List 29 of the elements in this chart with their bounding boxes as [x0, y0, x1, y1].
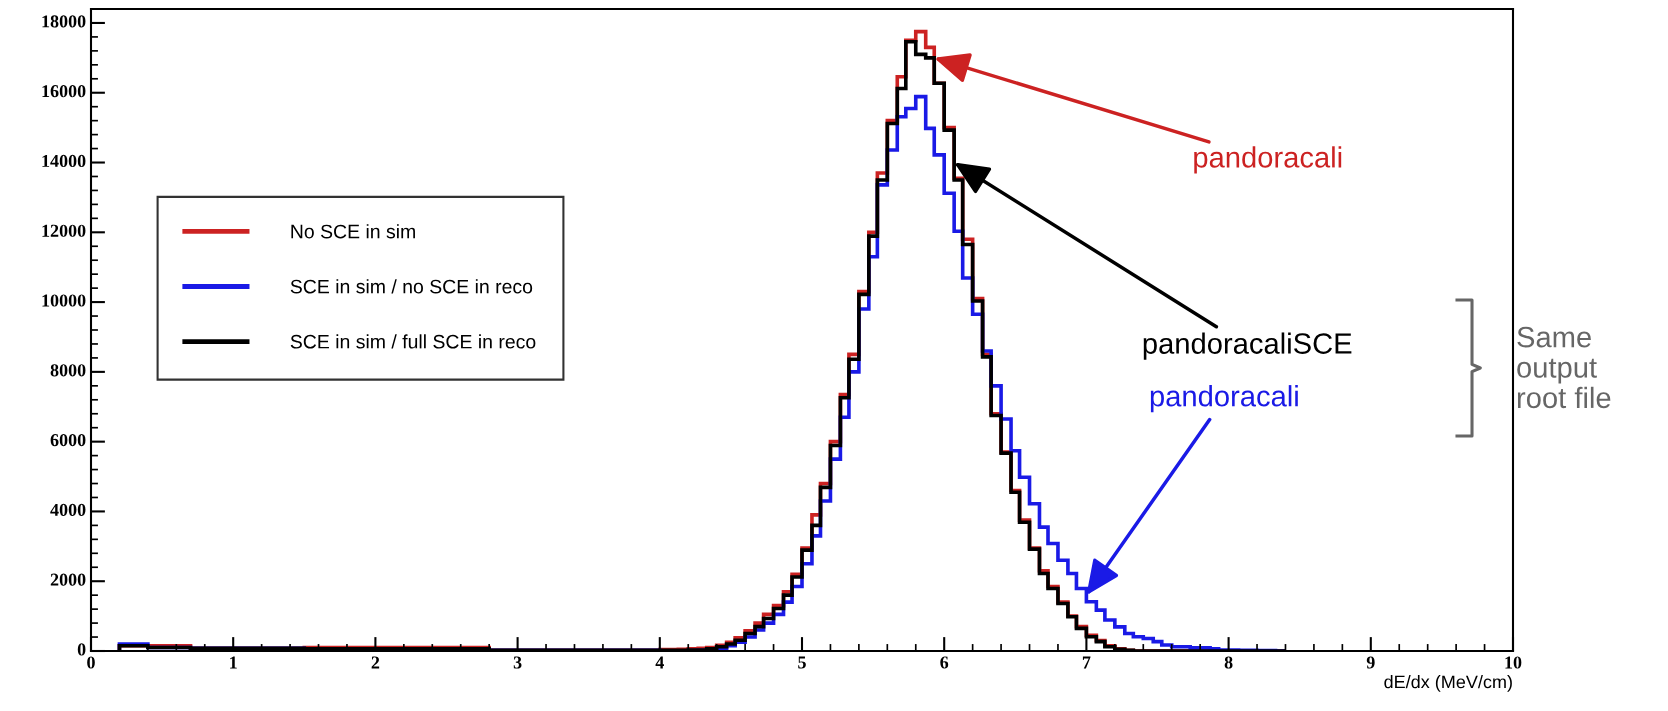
legend-label: SCE in sim / no SCE in reco [290, 279, 533, 294]
y-tick-label: 12000 [42, 224, 86, 237]
y-tick-label: 0 [77, 643, 86, 656]
x-tick-label: 10 [1505, 656, 1522, 669]
y-tick-label: 16000 [42, 85, 86, 98]
annotation: pandoracali [1150, 385, 1298, 413]
x-tick-label: 3 [513, 656, 522, 669]
x-tick-label: 9 [1366, 656, 1375, 669]
y-tick-label: 6000 [50, 433, 86, 447]
legend-label: No SCE in sim [291, 224, 415, 239]
x-tick-label: 5 [798, 656, 806, 669]
legend-label: SCE in sim / full SCE in reco [290, 334, 536, 349]
x-tick-label: 1 [230, 656, 237, 669]
y-tick-label: 2000 [50, 573, 86, 586]
y-tick-label: 14000 [42, 154, 86, 168]
y-tick-label: 4000 [50, 503, 86, 516]
x-tick-label: 2 [371, 656, 380, 669]
y-tick-label: 18000 [42, 15, 86, 28]
y-tick-label: 8000 [50, 364, 86, 377]
x-tick-label: 0 [87, 656, 95, 669]
annotation: pandoracali [1194, 146, 1342, 174]
x-tick-label: 7 [1082, 656, 1091, 669]
x-tick-label: 4 [655, 656, 664, 669]
x-axis-title: dE/dx (MeV/cm) [1384, 675, 1512, 692]
annotation: pandoracaliSCE [1143, 332, 1352, 360]
y-tick-label: 10000 [42, 294, 86, 307]
text: Same output root file [1517, 326, 1611, 409]
x-tick-label: 6 [940, 656, 949, 669]
x-tick-label: 8 [1224, 656, 1233, 669]
